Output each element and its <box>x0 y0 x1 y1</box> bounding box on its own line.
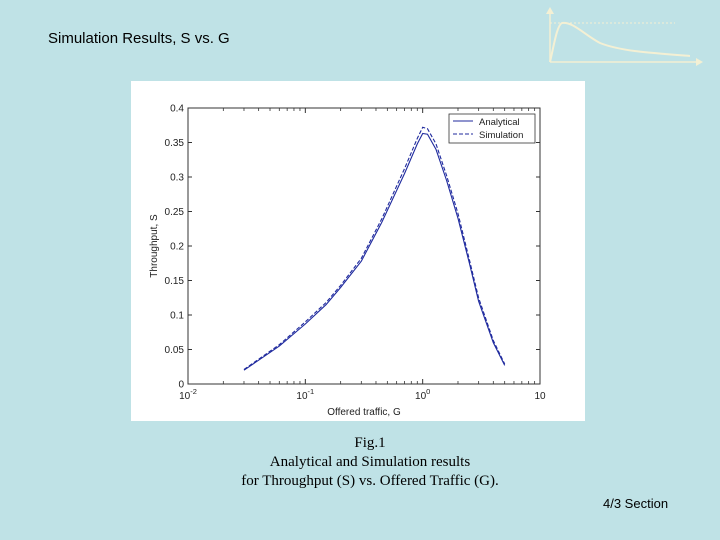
x-tick-label: 10-1 <box>296 387 314 402</box>
legend-label-simulation: Simulation <box>479 130 523 141</box>
x-tick-label: 10 <box>534 391 546 402</box>
y-tick-label: 0.15 <box>165 276 185 287</box>
caption-line-1: Fig.1 <box>354 435 386 451</box>
chart-legend: Analytical Simulation <box>448 113 536 144</box>
y-tick-label: 0.1 <box>170 311 184 322</box>
y-tick-label: 0.4 <box>170 104 184 115</box>
y-tick-label: 0 <box>178 380 184 391</box>
caption-line-2: Analytical and Simulation results <box>269 454 471 470</box>
series-line-simulation <box>243 126 506 370</box>
y-tick-label: 0.35 <box>165 138 185 149</box>
y-tick-label: 0.2 <box>170 242 184 253</box>
throughput-chart: 0 0.05 0.1 0.15 0.2 0.25 0.3 0.35 0.4 10-2 10-1 100… <box>149 104 546 419</box>
x-tick-label: 10-2 <box>179 387 197 402</box>
y-tick-label: 0.05 <box>165 345 185 356</box>
x-tick-label: 100 <box>415 387 430 402</box>
figure-caption: Fig.1 Analytical and Simulation results … <box>200 434 540 491</box>
y-tick-label: 0.3 <box>170 173 184 184</box>
plot-area <box>187 107 541 385</box>
section-label: 4/3 Section <box>603 496 669 511</box>
y-axis-label: Throughput, S <box>149 214 160 278</box>
x-axis-label: Offered traffic, G <box>327 407 401 418</box>
slide-title: Simulation Results, S vs. G <box>48 30 230 47</box>
series-line-analytical <box>243 132 506 371</box>
caption-line-3: for Throughput (S) vs. Offered Traffic (… <box>241 473 499 489</box>
chart-panel: 0 0.05 0.1 0.15 0.2 0.25 0.3 0.35 0.4 10-2 10-1 100… <box>131 81 585 421</box>
legend-label-analytical: Analytical <box>479 117 520 128</box>
curve-logo-icon <box>546 7 703 66</box>
y-tick-label: 0.25 <box>165 207 185 218</box>
